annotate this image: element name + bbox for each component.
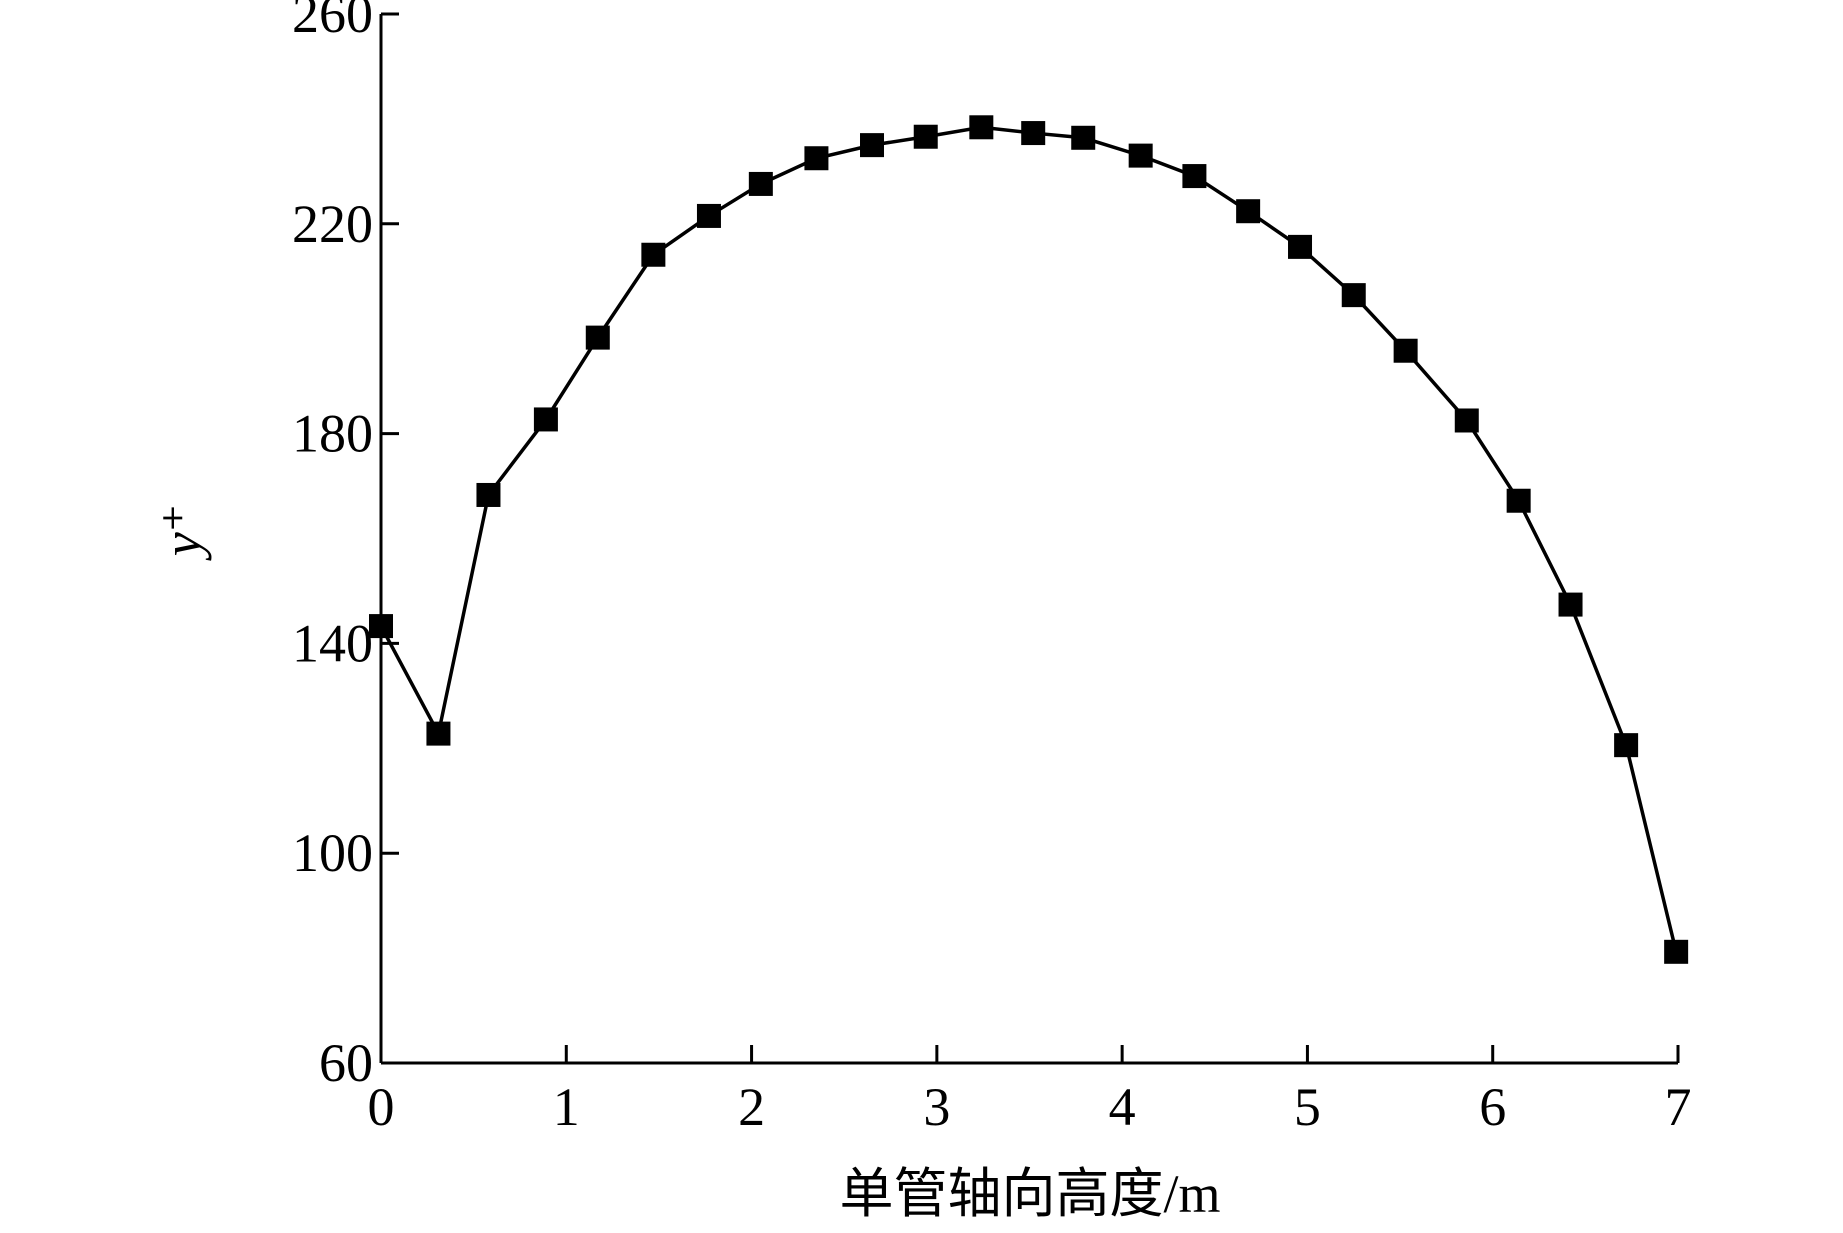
y-tick-label: 180: [292, 404, 373, 464]
x-tick-label: 5: [1294, 1077, 1321, 1137]
y-tick-label: 60: [319, 1033, 373, 1093]
point-marker: [748, 171, 773, 196]
point-marker: [1664, 939, 1689, 964]
y-tick-label: 220: [292, 194, 373, 254]
point-marker: [860, 133, 885, 158]
y-tick-label: 140: [292, 613, 373, 673]
x-tick-label: 0: [368, 1077, 395, 1137]
point-marker: [1182, 164, 1207, 189]
x-tick-label: 1: [553, 1077, 580, 1137]
point-marker: [1454, 408, 1479, 433]
point-marker: [1614, 733, 1639, 758]
point-marker: [1288, 234, 1313, 259]
x-axis-label: 单管轴向高度/m: [839, 1164, 1220, 1224]
point-marker: [1128, 143, 1153, 168]
point-marker: [969, 115, 994, 140]
point-marker: [696, 203, 721, 228]
y-tick-label: 100: [292, 823, 373, 883]
point-marker: [641, 242, 666, 267]
point-marker: [1071, 125, 1096, 150]
point-marker: [476, 482, 501, 507]
x-tick-label: 3: [923, 1077, 950, 1137]
point-marker: [1393, 338, 1418, 363]
x-tick-label: 2: [738, 1077, 765, 1137]
series-line: [379, 125, 1678, 953]
point-marker: [1236, 199, 1261, 224]
y-tick-label: 260: [292, 0, 373, 44]
point-marker: [913, 124, 938, 149]
point-marker: [426, 721, 451, 746]
y-axis-label: y⁺: [152, 504, 212, 561]
point-marker: [1558, 592, 1583, 617]
point-marker: [1506, 488, 1531, 513]
x-tick-label: 6: [1479, 1077, 1506, 1137]
point-marker: [1341, 283, 1366, 308]
point-marker: [369, 614, 393, 639]
point-marker: [533, 407, 558, 432]
x-tick-label: 7: [1665, 1077, 1692, 1137]
point-marker: [1021, 121, 1046, 146]
point-marker: [804, 146, 829, 171]
x-tick-label: 4: [1109, 1077, 1136, 1137]
point-marker: [585, 325, 610, 350]
